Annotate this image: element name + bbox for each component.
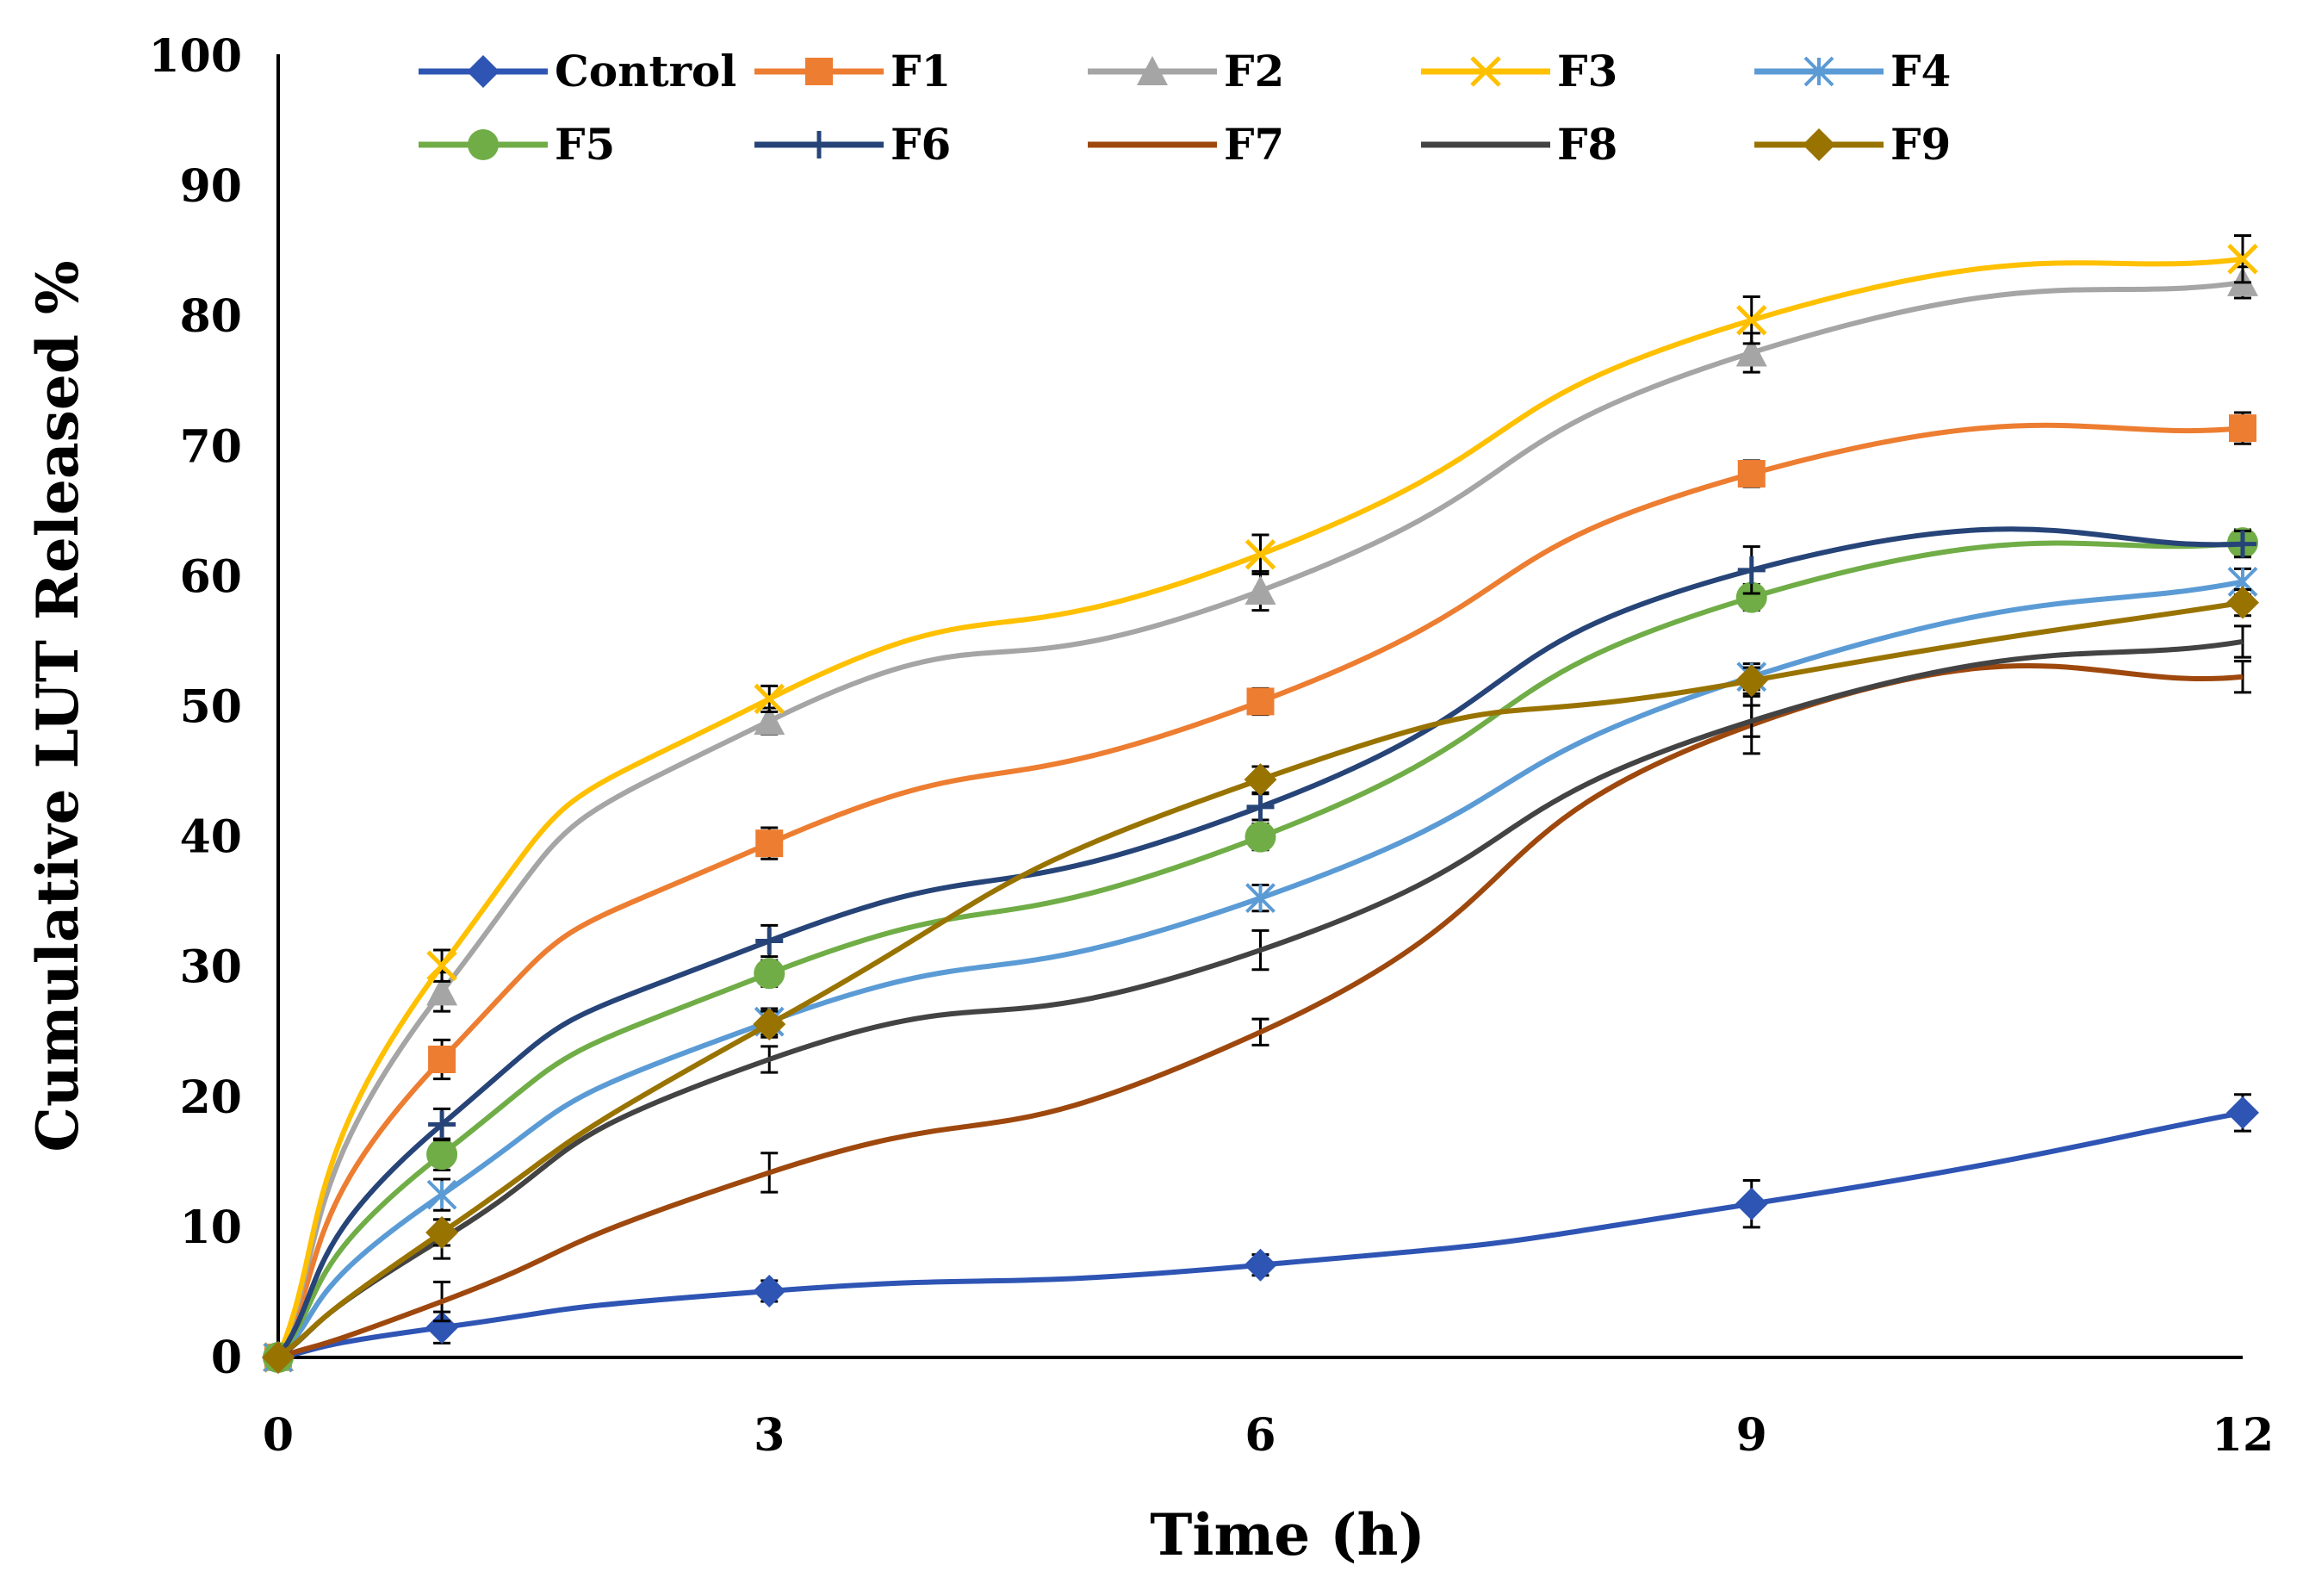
- y-tick-label: 50: [180, 681, 242, 734]
- y-tick-label: 60: [180, 550, 242, 603]
- data-point: [1735, 1187, 1768, 1220]
- y-tick-label: 100: [148, 30, 242, 83]
- y-tick-label: 10: [180, 1202, 242, 1254]
- axes: 0 10 20 30 40 50 60 70 80 90 100 0 3 6 9 12: [148, 30, 2274, 1462]
- legend-marker: [805, 131, 833, 158]
- data-point: [1735, 337, 1767, 367]
- data-point: [1244, 1248, 1277, 1282]
- series-f8: [276, 624, 2251, 1360]
- data-point: [753, 1008, 786, 1041]
- series-f9: [262, 586, 2259, 1374]
- data-point: [753, 1274, 786, 1307]
- data-point: [428, 1045, 456, 1073]
- series-f3: [263, 234, 2258, 1373]
- data-point: [2229, 530, 2256, 558]
- data-point: [1737, 556, 1766, 584]
- legend-label: Control: [555, 46, 736, 96]
- line-control: [277, 1109, 2244, 1360]
- legend-label: F4: [1890, 46, 1951, 96]
- series-control: [262, 1093, 2259, 1374]
- legend-label: F7: [1224, 119, 1284, 170]
- data-point: [1735, 581, 1767, 613]
- data-point: [1735, 304, 1767, 336]
- legend-marker: [1803, 56, 1834, 87]
- legend-item-f1: F1: [754, 46, 951, 96]
- legend-item-f6: F6: [754, 119, 951, 170]
- data-point: [755, 927, 784, 955]
- legend-label: F9: [1890, 119, 1951, 170]
- legend-item-f8: F8: [1421, 119, 1617, 170]
- legend-marker: [467, 55, 500, 88]
- line-f3: [276, 256, 2244, 1359]
- y-tick-label: 30: [180, 941, 242, 994]
- data-point: [426, 976, 458, 1006]
- y-tick-label: 0: [211, 1332, 242, 1384]
- y-tick-label: 80: [180, 290, 242, 343]
- legend-marker: [1137, 56, 1168, 85]
- legend-marker: [805, 58, 833, 85]
- data-point: [1246, 792, 1275, 821]
- x-axis-title: Time (h): [1150, 1501, 1425, 1568]
- legend-marker: [468, 129, 499, 160]
- data-point: [1244, 763, 1277, 797]
- line-f4: [276, 579, 2244, 1360]
- legend-label: F5: [555, 119, 615, 170]
- data-point: [426, 1139, 458, 1171]
- legend-label: F6: [891, 119, 951, 170]
- legend-item-control: Control: [419, 46, 736, 96]
- legend-label: F1: [891, 46, 951, 96]
- y-tick-label: 70: [180, 420, 242, 473]
- data-point: [1245, 821, 1276, 853]
- data-point: [426, 1179, 457, 1210]
- data-point: [2229, 414, 2256, 443]
- series-group: [262, 234, 2259, 1374]
- data-point: [755, 829, 784, 858]
- x-tick-label: 0: [263, 1409, 294, 1462]
- data-point: [1245, 883, 1276, 914]
- legend-marker: [1803, 128, 1835, 161]
- x-tick-label: 6: [1245, 1409, 1276, 1462]
- y-tick-label: 20: [180, 1071, 242, 1124]
- y-tick-label: 40: [180, 811, 242, 864]
- data-point: [2226, 586, 2259, 619]
- data-point: [1246, 687, 1275, 716]
- y-tick-label: 90: [180, 160, 242, 213]
- data-point: [262, 1341, 295, 1374]
- line-f5: [276, 540, 2244, 1359]
- legend-item-f5: F5: [419, 119, 615, 170]
- legend-item-f9: F9: [1754, 119, 1951, 170]
- legend-item-f7: F7: [1088, 119, 1284, 170]
- data-point: [1735, 664, 1768, 698]
- data-point: [2227, 243, 2258, 275]
- x-tick-label: 12: [2212, 1409, 2274, 1462]
- legend-marker: [1470, 56, 1501, 87]
- data-point: [428, 1110, 456, 1139]
- legend-item-f2: F2: [1088, 46, 1284, 96]
- legend-label: F8: [1557, 119, 1617, 170]
- legend-label: F2: [1224, 46, 1284, 96]
- line-f9: [276, 599, 2244, 1360]
- data-point: [754, 705, 785, 736]
- data-point: [1737, 460, 1766, 488]
- legend-label: F3: [1557, 46, 1617, 96]
- legend: Control F1 F2 F3 F4 F5 F6 F7 F8 F9: [419, 46, 1951, 170]
- data-point: [426, 950, 457, 981]
- data-point: [754, 683, 785, 715]
- x-tick-label: 3: [754, 1409, 785, 1462]
- y-axis-title: Cumulative LUT Released %: [24, 260, 91, 1152]
- data-point: [425, 1215, 459, 1249]
- data-point: [2226, 1096, 2259, 1129]
- x-tick-label: 9: [1736, 1409, 1767, 1462]
- data-point: [1245, 575, 1276, 605]
- legend-item-f3: F3: [1421, 46, 1617, 96]
- data-point: [754, 958, 785, 990]
- data-point: [1245, 538, 1276, 570]
- legend-item-f4: F4: [1754, 46, 1951, 96]
- line-f8: [276, 638, 2244, 1360]
- data-point: [425, 1311, 459, 1344]
